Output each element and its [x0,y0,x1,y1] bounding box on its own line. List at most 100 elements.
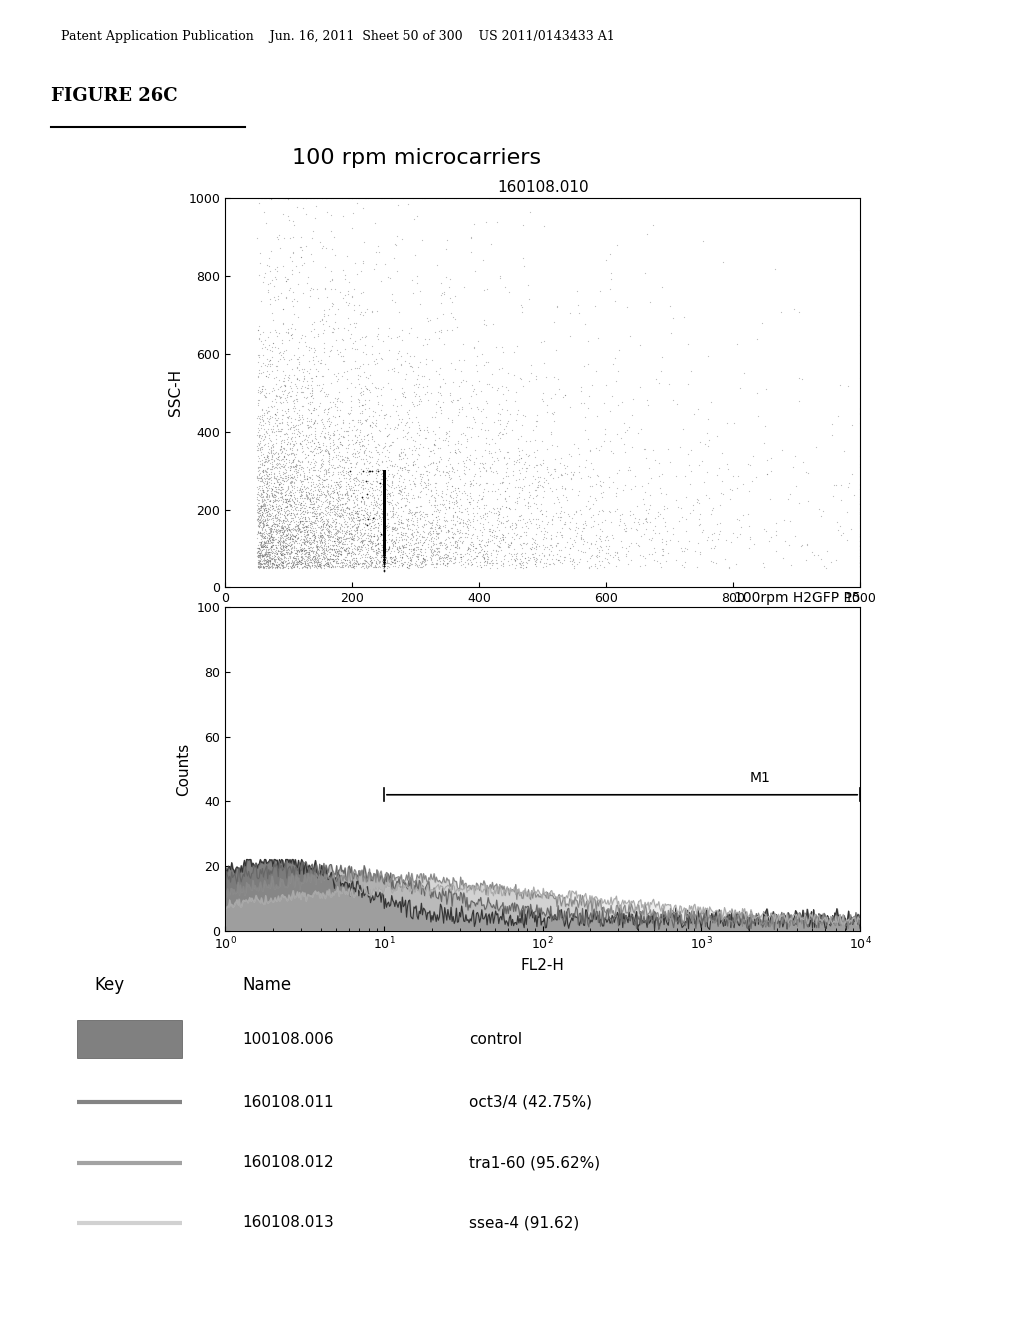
Point [376,462,392,483]
Point [336,540,352,561]
Point [509,543,525,564]
Point [311,529,328,550]
Point [376,459,392,480]
Point [376,504,392,525]
Point [275,544,292,565]
Point [430,549,446,570]
Point [371,342,387,363]
Point [729,333,745,354]
Point [283,519,299,540]
Point [255,536,271,557]
Point [376,459,392,480]
Point [255,537,271,558]
Point [519,457,536,478]
Point [282,491,298,512]
Point [297,539,313,560]
Point [251,552,267,573]
Point [376,511,392,532]
Point [538,500,554,521]
Point [305,524,322,545]
Point [376,480,392,502]
Point [357,438,374,459]
Point [474,529,490,550]
Point [438,490,455,511]
Point [376,484,392,506]
Point [307,479,324,500]
Point [376,466,392,487]
Point [369,508,385,529]
Point [376,488,392,510]
Point [376,459,392,480]
Point [438,544,455,565]
Point [332,556,348,577]
Point [833,490,849,511]
Point [518,515,535,536]
Point [376,486,392,507]
Point [768,512,784,533]
Point [376,459,392,480]
Point [299,548,315,569]
Point [293,381,309,403]
Point [335,360,351,381]
Point [467,548,483,569]
Point [376,484,392,506]
Point [376,466,392,487]
Point [385,500,401,521]
Point [376,479,392,500]
Point [465,407,481,428]
Point [367,525,383,546]
Point [376,459,392,480]
Point [376,506,392,527]
Point [427,540,443,561]
Point [343,528,359,549]
Point [329,500,345,521]
Point [376,513,392,535]
Point [358,502,375,523]
Point [255,548,271,569]
Point [306,557,323,578]
Point [376,459,392,480]
Point [406,374,422,395]
Point [450,532,466,553]
Point [781,535,798,556]
Point [376,459,392,480]
Point [376,490,392,511]
Point [852,548,868,569]
Point [376,503,392,524]
Point [267,477,284,498]
Point [376,504,392,525]
Point [376,504,392,525]
Point [376,502,392,523]
Point [264,499,281,520]
Point [290,549,306,570]
Point [256,451,272,473]
Point [376,532,392,553]
Point [284,525,300,546]
Point [306,477,323,498]
Point [376,486,392,507]
Point [376,469,392,490]
Point [376,459,392,480]
Point [349,500,366,521]
Point [289,552,305,573]
Point [271,531,288,552]
Point [283,480,299,502]
Point [432,516,449,537]
Point [308,399,325,420]
Point [270,490,287,511]
Point [291,450,307,471]
Point [315,536,332,557]
Point [443,392,460,413]
Point [376,459,392,480]
Point [376,459,392,480]
Point [376,523,392,544]
Point [376,510,392,531]
Point [287,525,303,546]
Point [376,479,392,500]
Point [544,528,560,549]
Point [376,459,392,480]
Point [263,354,280,375]
Point [376,506,392,527]
Point [350,498,367,519]
Point [348,519,365,540]
